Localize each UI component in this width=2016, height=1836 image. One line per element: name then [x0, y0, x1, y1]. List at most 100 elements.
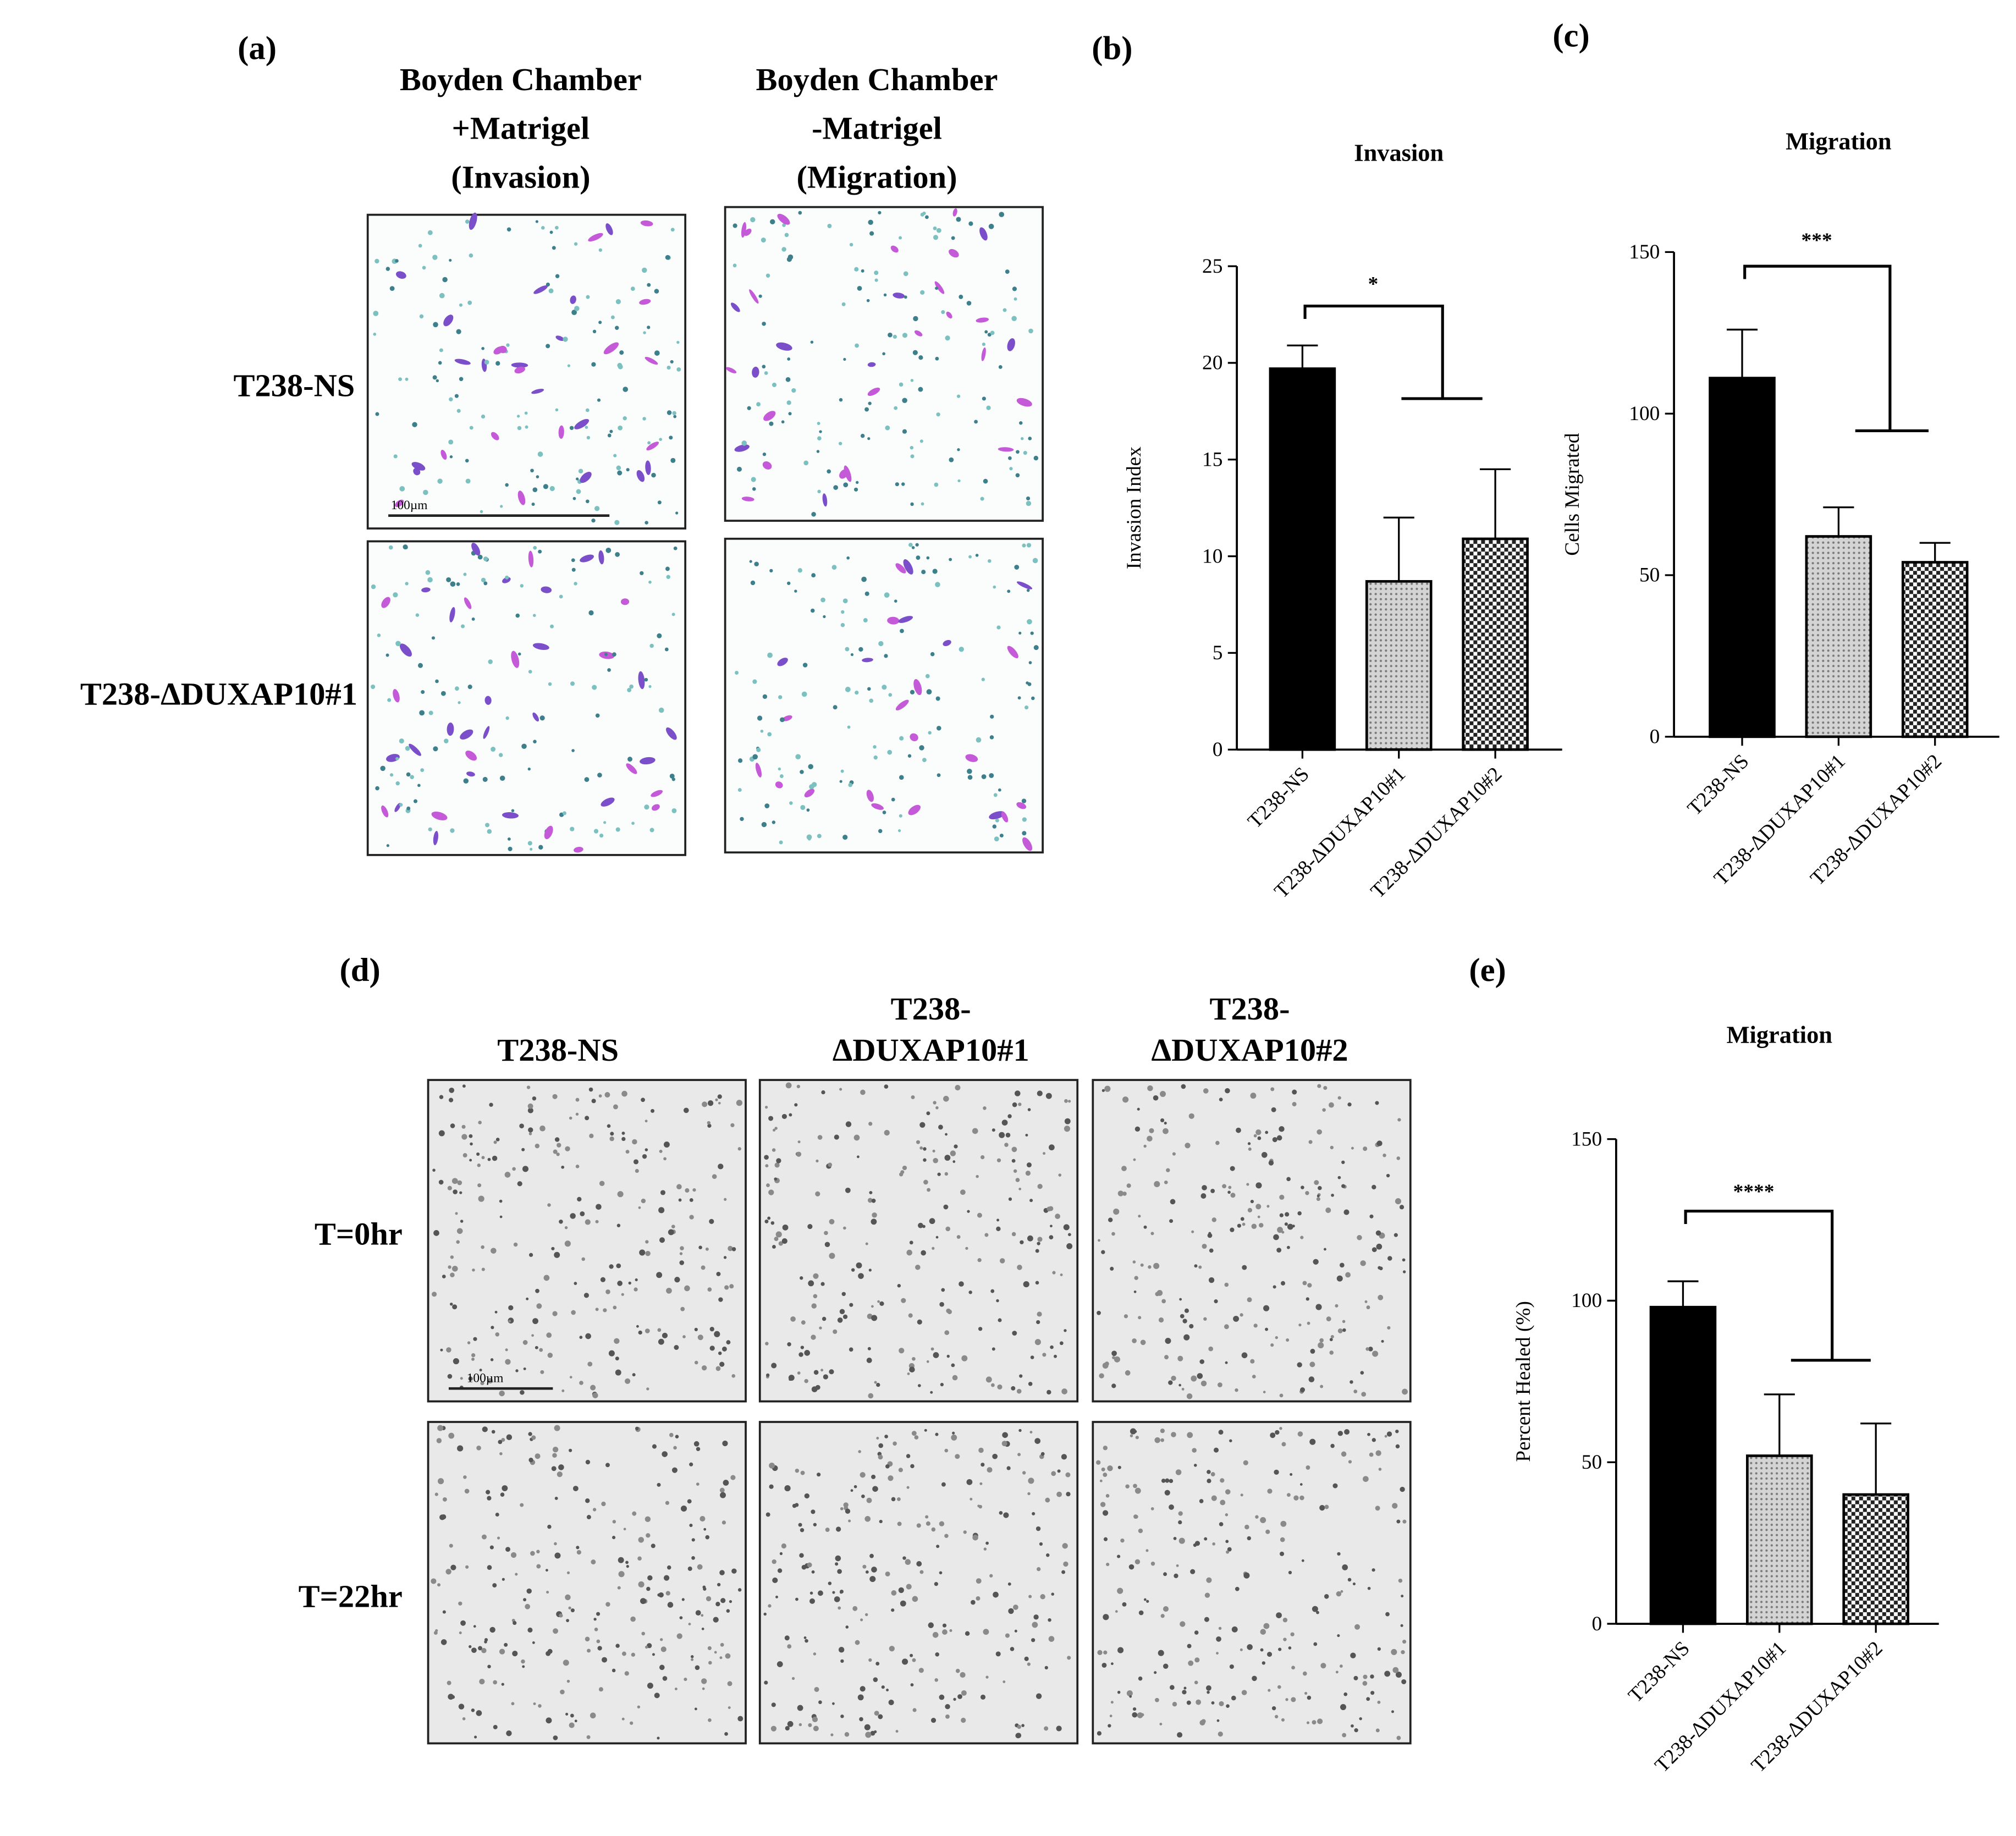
cell — [576, 1550, 581, 1555]
cell — [1375, 1506, 1380, 1511]
cell — [1133, 1514, 1138, 1519]
cell — [528, 670, 532, 674]
cell — [1300, 1236, 1304, 1239]
cell — [891, 1497, 896, 1502]
cell — [1279, 1427, 1282, 1430]
cell — [528, 1253, 533, 1257]
cell — [837, 1317, 843, 1323]
cell — [1004, 1143, 1009, 1147]
cell — [463, 1475, 467, 1479]
cell — [897, 829, 901, 832]
cell — [433, 1230, 439, 1236]
cell — [395, 271, 406, 279]
cell — [818, 1700, 822, 1705]
cell — [642, 417, 646, 421]
cell — [1196, 1699, 1202, 1705]
cell — [659, 438, 663, 441]
column-header: T238-NS — [497, 1032, 619, 1068]
cell — [1392, 1667, 1399, 1673]
cell — [1208, 1277, 1215, 1283]
cell — [595, 1220, 599, 1223]
cell — [640, 571, 644, 576]
cell — [785, 377, 791, 382]
cell — [845, 1508, 851, 1514]
cell — [501, 1683, 504, 1686]
cell — [800, 770, 804, 774]
cell — [549, 230, 553, 234]
cell — [1204, 1617, 1209, 1622]
cell — [1097, 1650, 1103, 1656]
cell — [532, 614, 536, 617]
cell — [1395, 1429, 1399, 1433]
cell — [625, 1378, 631, 1384]
cell — [762, 461, 772, 470]
cell — [438, 1130, 445, 1137]
cell — [828, 1162, 833, 1167]
cell — [1017, 696, 1021, 700]
cell — [985, 1675, 989, 1679]
cell — [815, 1385, 820, 1390]
cell — [899, 1348, 905, 1354]
cell — [1218, 1430, 1224, 1435]
cell — [1150, 1507, 1154, 1510]
cell — [1316, 1611, 1319, 1614]
cell — [725, 1653, 731, 1659]
cell — [671, 1467, 677, 1473]
cell — [630, 1721, 634, 1725]
cell — [1233, 1315, 1240, 1322]
cell — [763, 1612, 767, 1616]
cell — [538, 1704, 542, 1708]
cell — [949, 457, 954, 462]
cell — [842, 598, 848, 604]
cell — [1059, 1341, 1064, 1346]
cell — [736, 1100, 742, 1106]
cell — [695, 1610, 701, 1616]
cell — [508, 846, 513, 851]
cell — [1376, 1243, 1382, 1250]
cell — [1400, 1624, 1403, 1627]
cell — [675, 1435, 679, 1438]
cell — [1230, 1227, 1235, 1232]
cell — [866, 790, 874, 802]
cell — [1402, 1519, 1407, 1524]
cell — [976, 317, 989, 323]
cell — [899, 814, 902, 818]
cell — [1045, 1093, 1052, 1099]
cell — [772, 1577, 778, 1584]
cell — [1203, 1088, 1209, 1094]
cell — [1163, 1663, 1169, 1669]
cell — [871, 803, 884, 810]
cell — [614, 1338, 620, 1344]
cell — [575, 1165, 580, 1168]
cell — [483, 556, 488, 561]
cell — [912, 1357, 916, 1361]
cell — [527, 767, 531, 771]
cell — [1241, 1352, 1248, 1359]
cell — [663, 1142, 670, 1148]
cell — [682, 1335, 686, 1338]
cell — [910, 502, 914, 506]
cell — [867, 362, 876, 367]
cell — [736, 466, 742, 472]
cell — [756, 747, 761, 752]
cell — [585, 1333, 591, 1339]
cell — [720, 1492, 726, 1498]
cell — [1231, 1695, 1236, 1701]
cell — [546, 1569, 548, 1572]
y-tick-label: 50 — [1582, 1451, 1602, 1474]
cell — [531, 388, 544, 394]
cell — [1153, 1095, 1159, 1101]
cell — [934, 482, 939, 487]
cell — [1051, 1471, 1056, 1476]
cell — [439, 1514, 445, 1520]
scale-bar-label: 100µm — [467, 1371, 504, 1386]
cell — [1043, 1152, 1046, 1155]
cell — [1268, 1160, 1274, 1166]
cell — [716, 1271, 721, 1276]
cell — [1206, 1685, 1211, 1691]
cell — [501, 1438, 505, 1442]
cell — [617, 1586, 621, 1590]
cell — [894, 599, 897, 603]
cell — [931, 1527, 936, 1532]
cell — [1385, 1612, 1390, 1617]
